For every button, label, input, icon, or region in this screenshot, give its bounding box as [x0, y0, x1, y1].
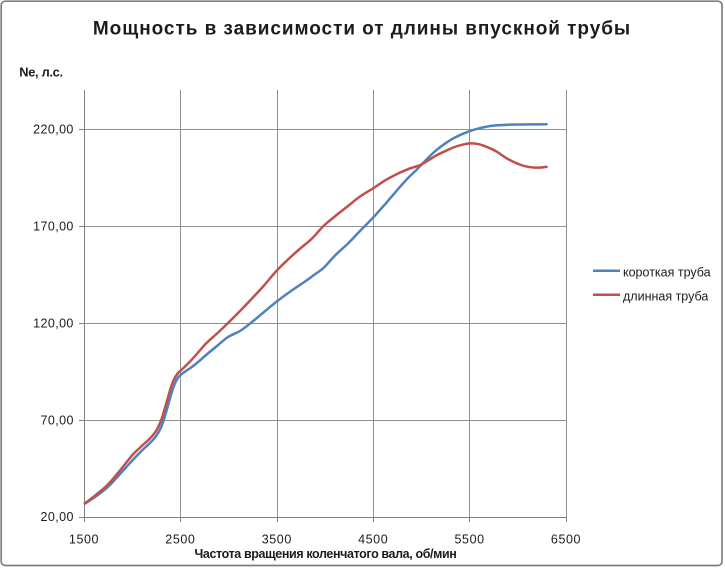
svg-text:1500: 1500: [69, 533, 99, 547]
svg-text:длинная труба: длинная труба: [623, 289, 708, 303]
svg-text:Мощность в зависимости от длин: Мощность в зависимости от длины впускной…: [93, 18, 631, 39]
svg-text:4500: 4500: [358, 533, 388, 547]
svg-text:120,00: 120,00: [33, 316, 74, 330]
svg-text:170,00: 170,00: [33, 220, 74, 234]
svg-text:20,00: 20,00: [41, 510, 74, 524]
svg-text:220,00: 220,00: [33, 123, 74, 137]
svg-text:3500: 3500: [262, 533, 292, 547]
svg-text:Частота вращения коленчатого в: Частота вращения коленчатого вала, об/ми…: [195, 547, 457, 561]
svg-text:70,00: 70,00: [41, 413, 74, 427]
svg-text:6500: 6500: [551, 533, 581, 547]
svg-text:Ne, л.с.: Ne, л.с.: [19, 64, 62, 79]
svg-text:2500: 2500: [165, 533, 195, 547]
svg-text:5500: 5500: [454, 533, 484, 547]
svg-text:короткая труба: короткая труба: [623, 265, 711, 279]
